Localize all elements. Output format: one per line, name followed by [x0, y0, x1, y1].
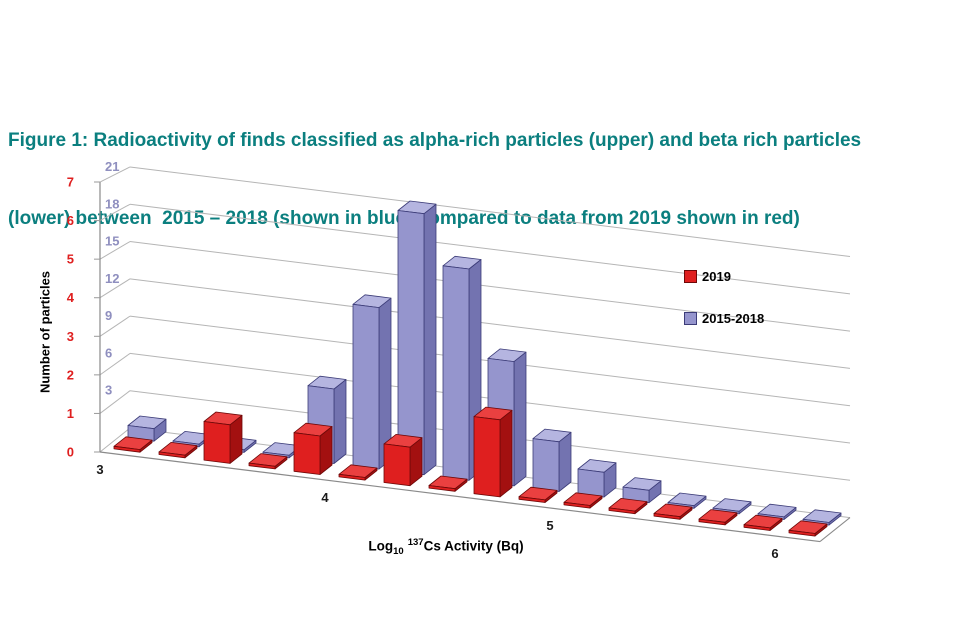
bar-face — [473, 416, 501, 498]
bar-2019-bin-15 — [788, 520, 828, 537]
bar-2015-2018-bin-10 — [577, 459, 617, 498]
legend-label-2019: 2019 — [702, 268, 731, 284]
bar-2019-bin-5 — [338, 464, 378, 481]
legend-label-2015-2018: 2015-2018 — [702, 310, 765, 326]
bar-face — [383, 443, 411, 487]
tick-label: 1 — [67, 406, 74, 421]
bar-2019-bin-3 — [248, 453, 288, 470]
bar-2019-bin-2 — [203, 411, 243, 464]
grid-line — [99, 390, 131, 414]
tick-label: 3 — [67, 329, 74, 344]
x-axis-title-pre: Log — [368, 538, 394, 554]
bar-face — [293, 432, 321, 475]
grid-line — [129, 278, 851, 369]
bar-2015-2018-bin-11 — [622, 477, 662, 504]
bar-face — [558, 431, 572, 492]
legend-item-2015-2018: 2015-2018 — [684, 310, 765, 326]
grid-line — [99, 315, 131, 337]
bar-2019-bin-4 — [293, 422, 333, 475]
bar-face — [423, 203, 437, 476]
bar-face — [248, 462, 276, 470]
bar-face — [653, 513, 681, 520]
grid-line — [99, 427, 131, 453]
bar-face — [788, 529, 816, 537]
bar-2015-2018-bin-5 — [352, 294, 392, 470]
x-axis-title-sup: 137 — [407, 537, 424, 548]
grid-line — [129, 166, 851, 258]
bar-face — [442, 265, 470, 481]
bar-face — [532, 438, 560, 492]
series-2019-bars — [113, 406, 828, 537]
tick-label: 12 — [105, 271, 119, 286]
bar-2019-bin-6 — [383, 433, 423, 487]
bar-2019-bin-13 — [698, 509, 738, 526]
bar-2019-bin-11 — [608, 497, 648, 515]
grid-line — [99, 451, 821, 543]
tick-label: 7 — [67, 175, 74, 190]
bar-2015-2018-bin-9 — [532, 428, 572, 492]
bar-face — [113, 445, 141, 453]
bar-2019-bin-1 — [158, 441, 198, 459]
x-axis-title-post: Cs Activity (Bq) — [423, 538, 524, 554]
legend-swatch-2015-2018 — [684, 311, 697, 325]
tick-label: 0 — [67, 445, 74, 460]
bar-2019-bin-10 — [563, 492, 603, 509]
bar-face — [352, 303, 380, 470]
grid-line — [99, 353, 131, 376]
tick-label: 2 — [67, 367, 74, 382]
bar-2019-bin-12 — [653, 503, 693, 520]
y-axis-title: Number of particles — [37, 270, 53, 394]
figure-caption: Figure 1: Radioactivity of finds classif… — [8, 76, 954, 284]
x-axis-title: Log10137Cs Activity (Bq) — [368, 537, 523, 557]
bar-face — [608, 507, 636, 515]
bar-2019-bin-14 — [743, 514, 783, 531]
x-axis-title-sub: 10 — [393, 546, 404, 558]
tick-label: 18 — [105, 196, 119, 211]
tick-label: 6 — [771, 546, 778, 561]
grid-line — [99, 203, 131, 222]
grid-line — [99, 241, 131, 260]
tick-label: 6 — [105, 345, 112, 360]
bar-2015-2018-bin-6 — [397, 200, 437, 476]
bar-2019-bin-8 — [473, 406, 513, 498]
bar-2019-bin-9 — [518, 486, 558, 503]
tick-label: 15 — [105, 234, 119, 249]
tick-label: 6 — [67, 213, 74, 228]
bar-2019-bin-7 — [428, 475, 468, 492]
bar-face — [513, 351, 527, 487]
grid-line — [99, 278, 131, 299]
bar-face — [333, 379, 347, 464]
bar-face — [499, 409, 513, 498]
bar-face — [428, 485, 456, 492]
legend-item-2019: 2019 — [684, 268, 764, 284]
bar-face — [518, 496, 546, 503]
tick-label: 5 — [546, 518, 553, 533]
bar-face — [158, 451, 186, 459]
legend-swatch-2019 — [684, 269, 697, 283]
grid-line — [129, 241, 851, 332]
figure-caption-line1: Figure 1: Radioactivity of finds classif… — [8, 130, 862, 151]
tick-label: 4 — [321, 490, 329, 505]
bar-face — [698, 518, 726, 526]
legend: 2019 2015-2018 — [684, 269, 764, 353]
tick-label: 3 — [105, 383, 112, 398]
grid-line — [99, 166, 131, 183]
bar-face — [577, 468, 605, 498]
bar-2019-bin-0 — [113, 436, 153, 453]
bar-2015-2018-bin-0 — [127, 415, 167, 442]
tick-label: 3 — [96, 462, 103, 477]
tick-label: 4 — [67, 290, 75, 305]
tick-label: 5 — [67, 252, 74, 267]
bar-face — [203, 421, 231, 464]
tick-label: 21 — [105, 159, 119, 174]
bar-face — [563, 501, 591, 509]
grid-line — [819, 517, 851, 542]
grid-line — [129, 203, 851, 295]
bar-face — [743, 524, 771, 531]
bar-face — [338, 473, 366, 481]
tick-label: 9 — [105, 308, 112, 323]
